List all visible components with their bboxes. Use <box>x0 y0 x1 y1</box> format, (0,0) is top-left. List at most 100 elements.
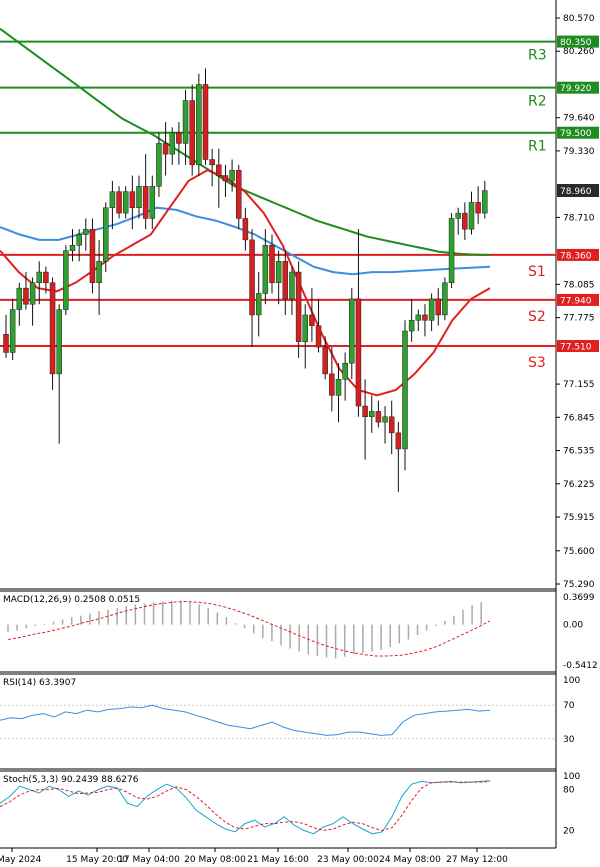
stoch-label: Stoch(5,3,3) 90.2439 88.6276 <box>3 775 139 785</box>
macd-signal-line <box>7 600 491 657</box>
candle-body <box>9 309 16 353</box>
candle-body <box>189 100 195 166</box>
price-tick-label: 76.535 <box>563 447 595 457</box>
time-tick-label: 14 May 2024 <box>0 855 42 865</box>
candle-body <box>342 362 348 380</box>
price-tick-label: 78.085 <box>563 280 595 290</box>
candle-body <box>482 190 488 214</box>
level-tag-label-s2: 77.940 <box>560 296 592 306</box>
price-tick-label: 79.640 <box>563 114 595 124</box>
level-tag-s1 <box>557 248 599 261</box>
current-price-label: 78.960 <box>560 187 592 197</box>
candle-body <box>129 191 136 208</box>
candle-body <box>249 239 255 316</box>
macd-label: MACD(12,26,9) 0.2508 0.0515 <box>3 595 140 605</box>
candle-body <box>448 218 455 284</box>
candle-body <box>442 282 448 316</box>
candle-body <box>475 202 481 214</box>
candle-body <box>302 314 308 342</box>
price-tick-label: 75.290 <box>563 580 595 590</box>
macd-pane: MACD(12,26,9) 0.2508 0.0515 0.3699 0.00 -0… <box>3 593 598 671</box>
level-tag-label-s3: 77.510 <box>560 343 592 353</box>
rsi-pane: RSI(14) 63.3907 100 70 30 <box>0 676 580 745</box>
candle-body <box>282 261 289 300</box>
price-tick-label: 78.710 <box>563 213 595 223</box>
stoch-tick-label: 80 <box>563 786 575 796</box>
candle-body <box>289 271 295 300</box>
candle-body <box>49 282 56 375</box>
candle-body <box>262 245 269 294</box>
candle-body <box>116 191 122 214</box>
price-tick-label: 80.260 <box>563 47 595 57</box>
level-tag-label-r3: 80.350 <box>560 38 592 48</box>
candle-body <box>428 298 435 321</box>
candle-body <box>169 132 175 155</box>
level-tag-label-r2: 79.920 <box>560 84 592 94</box>
candle-body <box>468 202 475 230</box>
candle-body <box>176 132 182 144</box>
rsi-tick-label: 70 <box>563 701 575 711</box>
candle-body <box>43 271 49 284</box>
candle-body <box>202 84 209 160</box>
level-tag-s2 <box>557 293 599 306</box>
stoch-pane: Stoch(5,3,3) 90.2439 88.6276 100 80 20 <box>0 772 580 836</box>
candle-body <box>63 250 69 310</box>
level-tag-r1 <box>557 126 599 139</box>
candle-body <box>16 287 23 310</box>
candle-body <box>56 309 62 375</box>
candle-body <box>136 186 142 208</box>
candle-body <box>329 373 335 396</box>
price-tick-label: 76.845 <box>563 413 595 423</box>
candle-body <box>76 234 82 246</box>
price-tick-label: 75.600 <box>563 547 595 557</box>
candle-body <box>162 143 169 155</box>
price-tick-label: 77.775 <box>563 314 595 324</box>
candle-body <box>388 416 395 434</box>
level-name-r2: R2 <box>528 94 547 110</box>
candle-body <box>103 207 109 262</box>
time-tick-label: 23 May 00:00 <box>317 855 379 865</box>
stoch-tick-label: 20 <box>563 826 575 836</box>
candle-body <box>83 228 89 235</box>
candle-body <box>462 212 468 230</box>
level-tag-r2 <box>557 81 599 94</box>
candle-body <box>349 298 355 364</box>
candle-body <box>236 169 242 219</box>
candle-body <box>229 169 235 182</box>
time-tick-label: 20 May 08:00 <box>184 855 246 865</box>
rsi-line <box>0 704 491 736</box>
stoch-k-line <box>0 780 491 835</box>
candle-body <box>149 186 156 219</box>
candle-body <box>295 271 302 342</box>
price-tick-label: 79.330 <box>563 147 595 157</box>
candles <box>3 68 488 492</box>
candle-body <box>182 100 189 144</box>
candle-body <box>23 287 29 305</box>
level-tag-r3 <box>557 35 599 48</box>
candle-body <box>69 245 76 251</box>
candle-body <box>408 320 415 332</box>
stoch-tick-label: 100 <box>563 772 580 782</box>
candle-body <box>209 159 215 166</box>
candle-body <box>156 143 162 187</box>
candle-body <box>355 298 362 407</box>
time-tick-label: 21 May 16:00 <box>247 855 309 865</box>
macd-tick-label: -0.5412 <box>563 661 598 671</box>
candle-body <box>255 293 262 316</box>
candle-body <box>242 218 249 241</box>
price-tick-label: 80.570 <box>563 14 595 24</box>
candle-body <box>415 314 422 321</box>
candle-body <box>395 432 402 450</box>
candle-body <box>3 333 9 353</box>
level-name-s3: S3 <box>528 355 546 371</box>
current-price-box <box>557 184 599 197</box>
pane-frames <box>0 0 557 849</box>
candle-body <box>222 175 229 182</box>
level-name-s2: S2 <box>528 309 546 325</box>
candle-body <box>309 314 315 326</box>
level-name-r1: R1 <box>528 139 547 155</box>
price-axis-ticks: 80.570 80.260 79.640 79.330 78.710 78.085 77.7… <box>556 14 595 590</box>
time-tick-label: 24 May 08:00 <box>379 855 441 865</box>
candle-body <box>375 411 382 423</box>
